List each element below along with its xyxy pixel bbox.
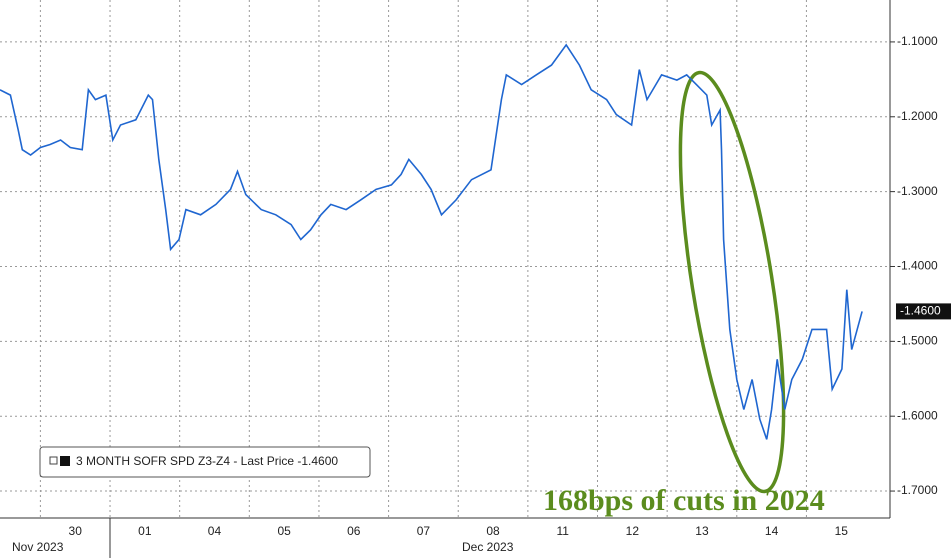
y-tick-label: -1.3000: [897, 184, 938, 198]
x-tick-label: 06: [347, 524, 361, 538]
last-price-tag: [896, 303, 951, 320]
x-tick-label: 05: [277, 524, 291, 538]
annotation: 168bps of cuts in 2024: [543, 484, 825, 517]
highlight-ellipse: [678, 70, 786, 494]
x-tick-label: 15: [835, 524, 849, 538]
x-tick-label: 04: [208, 524, 222, 538]
x-tick-label: 08: [486, 524, 500, 538]
y-tick-label: -1.7000: [897, 483, 938, 497]
x-tick-label: 13: [695, 524, 709, 538]
legend-label: 3 MONTH SOFR SPD Z3-Z4 - Last Price -1.4…: [76, 454, 338, 468]
x-tick-label: 01: [138, 524, 152, 538]
x-tick-label: 11: [556, 524, 569, 538]
month-label: Nov 2023: [12, 540, 64, 554]
y-tick-label: -1.1000: [897, 34, 938, 48]
x-tick-label: 12: [626, 524, 640, 538]
series-line: [0, 43, 863, 440]
y-tick-label: -1.5000: [897, 334, 938, 348]
y-tick-label: -1.6000: [897, 408, 938, 422]
month-label: Dec 2023: [462, 540, 514, 554]
x-tick-label: 30: [69, 524, 83, 538]
y-tick-label: -1.2000: [897, 109, 938, 123]
y-tick-label: -1.4000: [897, 259, 938, 273]
x-tick-label: 14: [765, 524, 779, 538]
legend-swatch: [60, 456, 70, 466]
legend: [39, 446, 371, 478]
last-price-label: -1.4600: [900, 304, 941, 318]
grid: [0, 0, 890, 518]
x-tick-label: 07: [417, 524, 431, 538]
legend-checkbox: [49, 456, 58, 465]
